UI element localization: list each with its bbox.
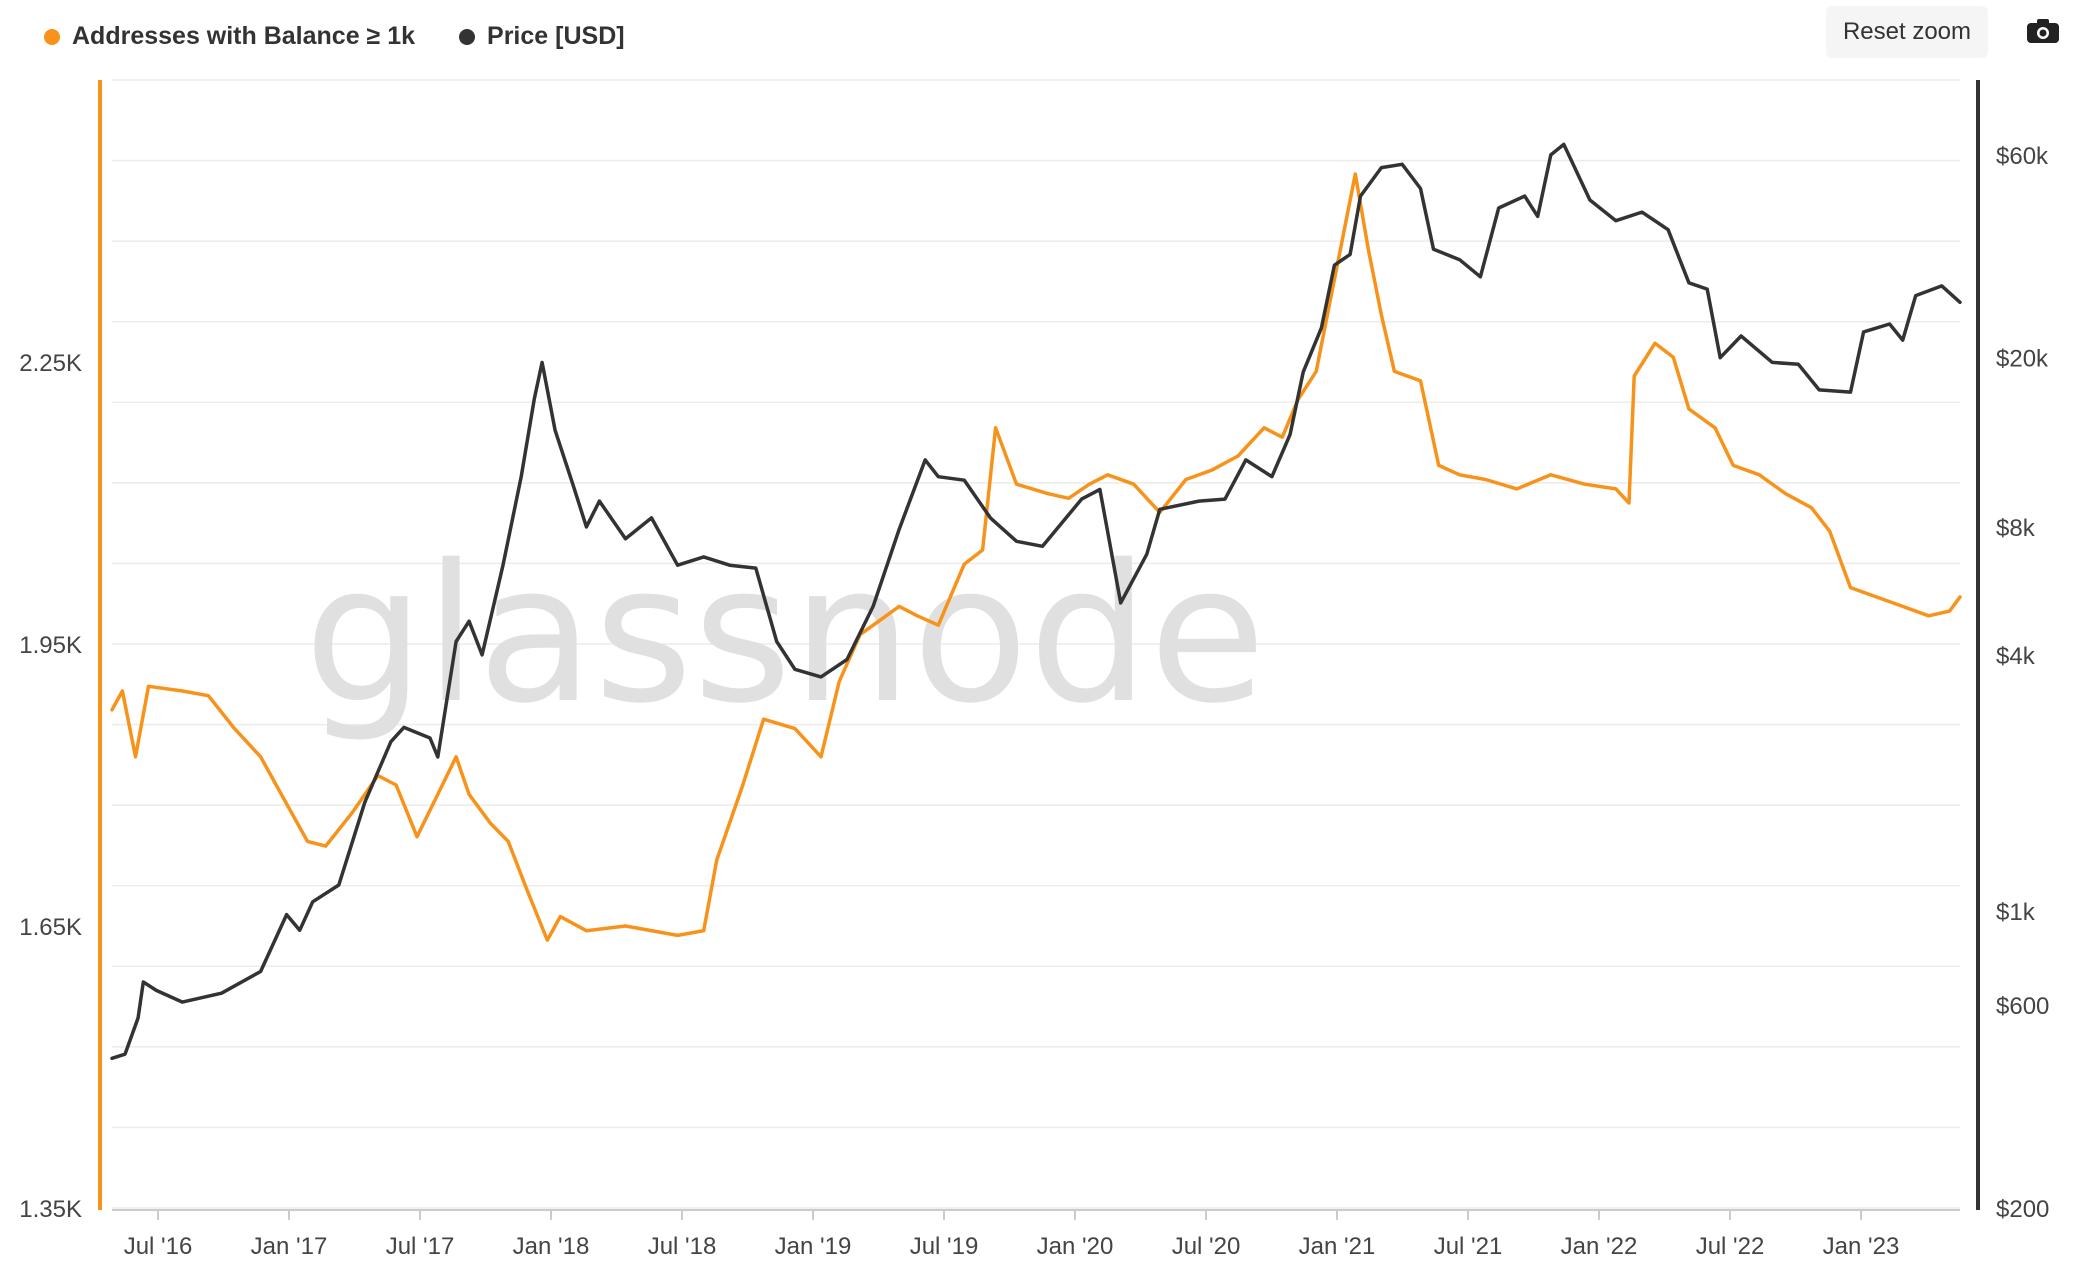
y-right-tick-label: $20k — [1996, 346, 2049, 373]
x-tick-label: Jan '19 — [775, 1233, 852, 1260]
x-tick-label: Jan '21 — [1299, 1233, 1376, 1260]
x-tick-label: Jul '18 — [648, 1233, 717, 1260]
x-tick-label: Jul '22 — [1696, 1233, 1765, 1260]
y-left-tick-label: 1.65K — [19, 914, 82, 941]
reset-zoom-button[interactable]: Reset zoom — [1826, 6, 1988, 58]
series-line-addresses — [110, 172, 1962, 942]
series-group — [110, 142, 1962, 1061]
legend-marker-addresses — [44, 28, 60, 45]
legend-marker-price — [459, 28, 476, 45]
x-tick-label: Jan '20 — [1037, 1233, 1114, 1260]
y-right-tick-label: $600 — [1996, 993, 2049, 1020]
legend-label-price: Price [USD] — [487, 22, 625, 50]
x-tick-label: Jan '17 — [251, 1233, 328, 1260]
y-left-tick-label: 1.95K — [19, 632, 82, 659]
watermark: glassnode — [304, 524, 1266, 745]
y-left-tick-label: 1.35K — [19, 1196, 82, 1223]
x-tick-label: Jan '22 — [1561, 1233, 1638, 1260]
y-right-tick-label: $1k — [1996, 899, 2036, 926]
y-right-tick-label: $4k — [1996, 643, 2036, 670]
y-right-tick-label: $8k — [1996, 515, 2036, 542]
x-tick-label: Jul '20 — [1172, 1233, 1241, 1260]
x-tick-label: Jul '16 — [124, 1233, 193, 1260]
grid-lines — [112, 79, 1960, 1209]
y-right-tick-label: $60k — [1996, 143, 2049, 170]
chart-legend: Addresses with Balance ≥ 1k Price [USD] — [44, 22, 625, 51]
x-tick-label: Jan '18 — [513, 1233, 590, 1260]
y-right-tick-label: $200 — [1996, 1196, 2049, 1223]
legend-label-addresses: Addresses with Balance ≥ 1k — [72, 22, 416, 50]
x-tick-label: Jan '23 — [1823, 1233, 1900, 1260]
x-tick-label: Jul '19 — [910, 1233, 979, 1260]
legend-item-price[interactable]: Price [USD] — [459, 22, 625, 51]
y-left-tick-label: 2.25K — [19, 350, 82, 377]
series-line-price — [110, 142, 1962, 1061]
axes: 1.35K 1.65K 1.95K 2.25K $200 $600 $1k $4k $8k $20… — [19, 80, 2049, 1260]
x-tick-label: Jul '17 — [386, 1233, 455, 1260]
x-tick-label: Jul '21 — [1434, 1233, 1503, 1260]
camera-icon[interactable] — [2026, 18, 2060, 44]
legend-item-addresses[interactable]: Addresses with Balance ≥ 1k — [44, 22, 415, 51]
